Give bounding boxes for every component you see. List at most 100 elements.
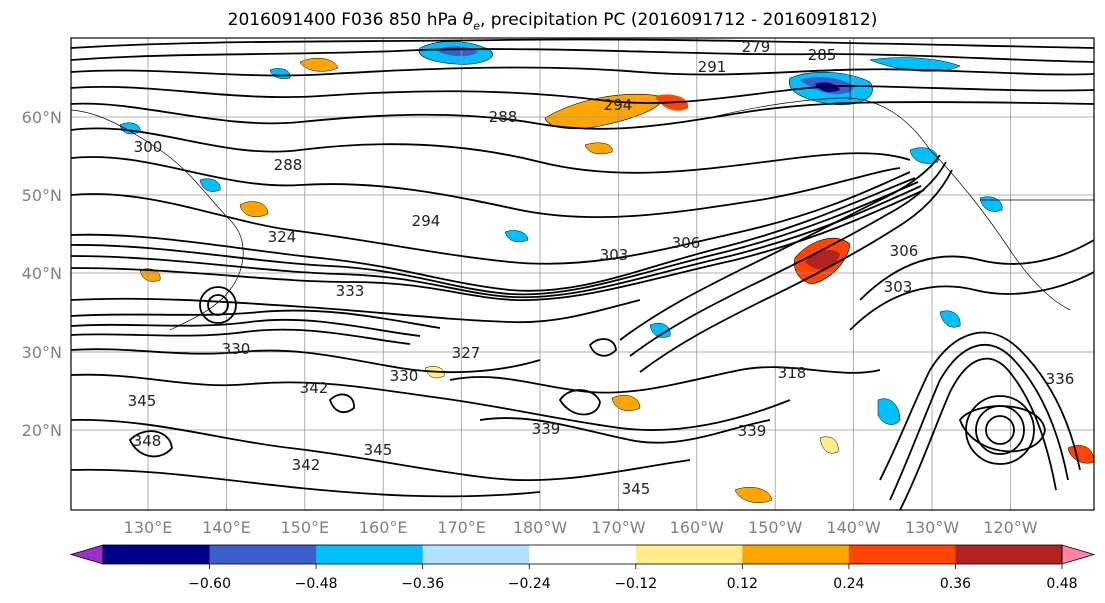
contour-label: 294 [412,212,441,230]
coastline-alaska [699,97,931,151]
lat-label: 60°N [22,108,62,127]
lon-label: 140°W [826,518,881,537]
lon-label: 170°E [437,518,486,537]
contour-line [479,417,771,444]
contour-loop [985,415,1015,445]
shade-blob [584,142,613,155]
contour-line [629,161,947,357]
coastline-na [929,149,1071,311]
colorbar-tick-label: 0.12 [727,576,758,592]
coastline-asia [71,109,244,331]
lat-label: 20°N [22,421,62,440]
contour-label: 288 [274,156,303,174]
lon-label: 130°W [905,518,960,537]
lat-lon-grid [71,38,1094,510]
colorbar-tick-label: 0.36 [940,576,971,592]
lon-label: 150°E [280,518,329,537]
contour-loop [588,338,617,357]
contour-line [71,177,916,292]
precipitation-shading [119,41,1094,503]
colorbar-extend-high [1061,544,1096,565]
lat-label: 30°N [22,343,62,362]
contour-loop [207,294,229,316]
colorbar-extend-low [69,544,104,565]
contour-line [71,373,791,431]
colorbar-segment [742,545,850,564]
lon-label: 130°E [124,518,173,537]
contour-line [71,38,1094,49]
shade-blob [504,230,529,243]
contour-line [889,344,1069,501]
colorbar-tick-label: −0.48 [295,576,338,592]
contour-label: 342 [292,456,321,474]
colorbar-tick-label: 0.48 [1046,576,1077,592]
contour-label: 330 [222,340,251,358]
contour-labels: 279 285 291 288 294 288 300 294 303 306 306 303 342 3… [128,38,1075,498]
contour-loop [199,286,237,324]
coastlines [71,40,1094,331]
contour-line [71,297,641,324]
shade-blob [819,436,839,454]
lat-label: 40°N [22,264,62,283]
contour-line [71,419,691,482]
lon-label: 150°W [748,518,803,537]
colorbar-tick-label: −0.24 [508,576,551,592]
contour-loop [128,430,173,458]
contour-line [619,154,941,341]
contour-line [71,318,421,337]
colorbar-segment [529,545,637,564]
colorbar-tick-label: −0.12 [614,576,657,592]
contour-label: 333 [336,282,365,300]
contour-label: 336 [1046,370,1075,388]
shade-blob [734,487,773,503]
shade-blob [299,57,339,72]
contour-line [71,171,911,265]
contour-label: 318 [778,364,807,382]
contour-loop [958,405,1046,453]
lon-label: 160°W [670,518,725,537]
canada-border [849,40,1094,201]
contour-line [71,85,1094,104]
contour-label: 306 [672,234,701,252]
contour-label: 300 [134,138,163,156]
colorbar-segment [422,545,530,564]
contour-line [71,66,1094,77]
contour-label: 303 [884,278,913,296]
colorbar-segment [955,545,1063,564]
contour-label: 327 [452,344,481,362]
contour-line [859,239,1094,301]
contour-loop [328,393,355,414]
contour-label: 342 [300,379,329,397]
contour-label: 324 [268,228,297,246]
contour-line [899,357,1057,510]
shade-blob [939,310,961,328]
shade-blob [877,398,901,425]
contour-label: 339 [738,422,767,440]
lon-label: 140°E [202,518,251,537]
contour-line [71,468,541,498]
map-title: 2016091400 F036 850 hPa θe, precipitatio… [227,10,878,33]
shade-blob [199,178,221,192]
shade-blob [649,322,671,338]
colorbar-segment [103,545,211,564]
contour-label: 330 [390,367,419,385]
contour-line [71,185,922,299]
contour-label: 279 [742,38,771,56]
lat-label: 50°N [22,186,62,205]
contour-line [71,127,911,174]
shade-blob [979,196,1003,212]
contour-label: 291 [698,58,727,76]
colorbar-outline [102,544,1063,565]
contour-line [639,169,953,373]
contour-line [71,156,901,219]
contour-line [449,366,881,394]
colorbar-segment [316,545,424,564]
lon-label: 170°W [591,518,646,537]
contour-line [849,271,1094,331]
colorbar-segment [635,545,743,564]
contour-line [71,48,1094,63]
contour-line [71,328,411,345]
colorbar-tick-label: −0.60 [188,576,231,592]
colorbar-tick-label: −0.36 [401,576,444,592]
